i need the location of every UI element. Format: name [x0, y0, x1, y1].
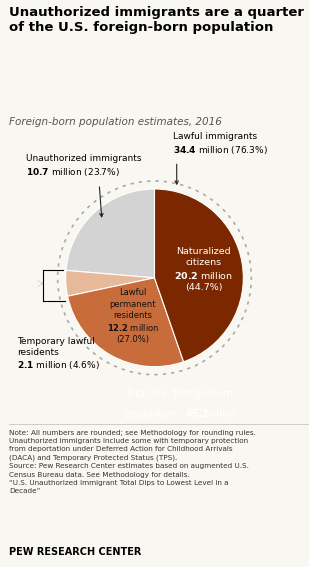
- Text: Unauthorized immigrants are a quarter
of the U.S. foreign-born population: Unauthorized immigrants are a quarter of…: [9, 6, 304, 34]
- Wedge shape: [66, 189, 154, 278]
- Text: Lawful immigrants
$\bf{34.4}$ million (76.3%): Lawful immigrants $\bf{34.4}$ million (7…: [173, 133, 268, 156]
- Text: Total U.S. foreign-born: Total U.S. foreign-born: [125, 389, 234, 399]
- Text: 45.1: 45.1: [186, 409, 210, 419]
- Wedge shape: [154, 189, 243, 362]
- Text: PEW RESEARCH CENTER: PEW RESEARCH CENTER: [9, 547, 142, 557]
- Text: Temporary lawful
residents
$\bf{2.1}$ million (4.6%): Temporary lawful residents $\bf{2.1}$ mi…: [17, 337, 99, 371]
- Text: million: million: [201, 409, 236, 419]
- Text: Note: All numbers are rounded; see Methodology for rounding rules.
Unauthorized : Note: All numbers are rounded; see Metho…: [9, 430, 256, 494]
- Wedge shape: [68, 278, 184, 367]
- Text: Unauthorized immigrants
$\bf{10.7}$ million (23.7%): Unauthorized immigrants $\bf{10.7}$ mill…: [26, 154, 142, 178]
- Text: Naturalized
citizens
$\bf{20.2}$ million
(44.7%): Naturalized citizens $\bf{20.2}$ million…: [174, 247, 233, 292]
- Text: Lawful
permanent
residents
$\bf{12.2}$ million
(27.0%): Lawful permanent residents $\bf{12.2}$ m…: [107, 289, 159, 345]
- Wedge shape: [66, 270, 154, 296]
- Text: population:: population:: [125, 409, 184, 419]
- Text: Foreign-born population estimates, 2016: Foreign-born population estimates, 2016: [9, 117, 222, 127]
